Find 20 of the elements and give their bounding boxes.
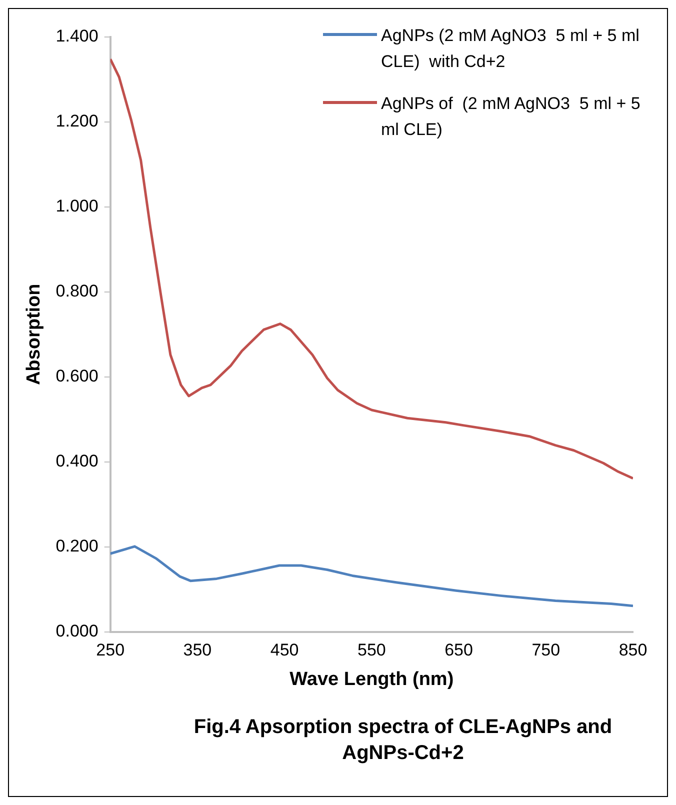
y-tick-label: 0.800 (56, 282, 98, 301)
y-tick-label: 1.000 (56, 196, 98, 216)
y-tick-label: 0.400 (56, 452, 98, 471)
x-tick-label: 750 (532, 640, 560, 660)
y-tick-label: 0.600 (56, 366, 98, 386)
y-tick-label: 0.000 (56, 621, 98, 640)
y-axis-title: Absorption (24, 284, 45, 386)
x-tick-label: 450 (270, 640, 299, 660)
y-tick-label: 1.200 (56, 112, 98, 131)
x-tick-label: 250 (96, 640, 125, 660)
x-tick-label: 350 (183, 640, 212, 660)
x-tick-label: 650 (444, 640, 473, 660)
x-tick-label: 550 (357, 640, 386, 660)
y-tick-label: 1.400 (56, 26, 98, 46)
caption: Fig.4 Apsorption spectra of CLE-AgNPs and AgNPs-Cd+2 (192, 715, 614, 766)
x-tick-label: 850 (618, 640, 648, 660)
legend-label: AgNPs (2 mM AgNO3 5 ml + 5 ml CLE) with Cd+2 (381, 25, 640, 73)
legend-label: AgNPs of (2 mM AgNO3 5 ml + 5 ml CLE) (381, 93, 642, 141)
x-axis-title: Wave Length (nm) (290, 668, 454, 690)
y-tick-label: 0.200 (56, 536, 98, 556)
